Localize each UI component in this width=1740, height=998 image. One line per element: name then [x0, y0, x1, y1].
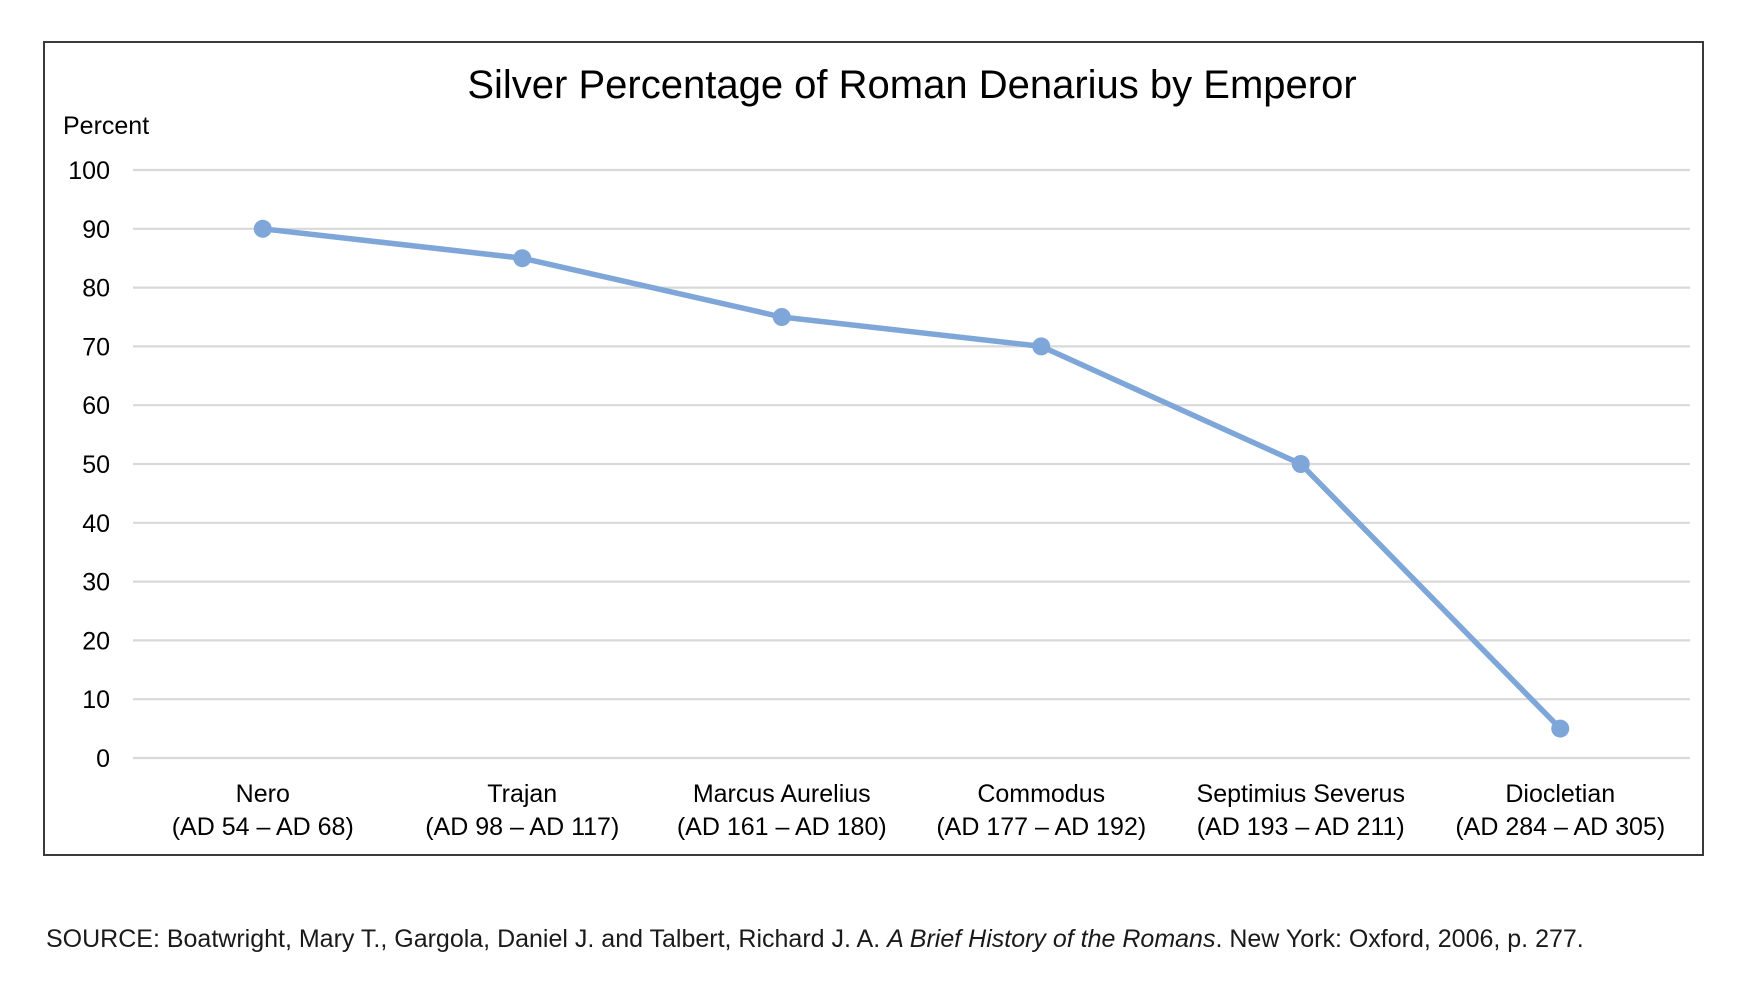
source-suffix: . New York: Oxford, 2006, p. 277.	[1215, 925, 1584, 953]
data-point-2	[772, 308, 791, 326]
y-tick-label-60: 60	[82, 392, 110, 420]
y-tick-label-100: 100	[68, 157, 110, 185]
y-tick-label-80: 80	[82, 275, 110, 303]
x-category-period: (AD 54 – AD 68)	[172, 813, 354, 841]
x-axis-categories: Nero (AD 54 – AD 68) Trajan (AD 98 – AD 117…	[172, 780, 1665, 841]
chart-title: Silver Percentage of Roman Denarius by E…	[467, 63, 1356, 107]
x-category-period: (AD 98 – AD 117)	[425, 813, 619, 841]
y-tick-label-50: 50	[82, 451, 110, 479]
series-layer	[253, 219, 1570, 738]
chart-frame	[43, 41, 1704, 856]
y-axis-ticks: 0 10 20 30 40 50 60 70 80 90 100	[68, 157, 110, 773]
source-citation: SOURCE: Boatwright, Mary T., Gargola, Da…	[46, 923, 1696, 955]
x-category-name: Marcus Aurelius	[693, 780, 871, 808]
x-category-period: (AD 284 – AD 305)	[1455, 813, 1665, 841]
y-tick-label-30: 30	[82, 569, 110, 597]
x-category-name: Trajan	[487, 780, 557, 808]
x-category-name: Nero	[236, 780, 290, 808]
y-tick-label-90: 90	[82, 216, 110, 244]
y-tick-label-70: 70	[82, 333, 110, 361]
x-category-period: (AD 161 – AD 180)	[677, 813, 887, 841]
x-category-period: (AD 193 – AD 211)	[1197, 813, 1405, 841]
data-point-4	[1291, 455, 1310, 473]
y-tick-label-20: 20	[82, 627, 110, 655]
x-category-period: (AD 177 – AD 192)	[936, 813, 1146, 841]
source-book-title: A Brief History of the Romans	[887, 925, 1216, 953]
y-axis-title: Percent	[63, 112, 149, 140]
x-category-name: Commodus	[977, 780, 1105, 808]
y-tick-label-40: 40	[82, 510, 110, 538]
gridlines	[133, 168, 1690, 760]
x-category-name: Diocletian	[1505, 780, 1615, 808]
data-point-3	[1032, 337, 1051, 356]
y-tick-label-10: 10	[82, 686, 110, 714]
data-point-1	[513, 249, 532, 268]
data-point-5	[1551, 719, 1570, 738]
y-tick-label-0: 0	[96, 745, 110, 773]
source-prefix: SOURCE: Boatwright, Mary T., Gargola, Da…	[46, 925, 888, 953]
x-category-name: Septimius Severus	[1197, 780, 1405, 808]
data-point-0	[253, 219, 272, 238]
series-line-0	[260, 226, 1564, 732]
